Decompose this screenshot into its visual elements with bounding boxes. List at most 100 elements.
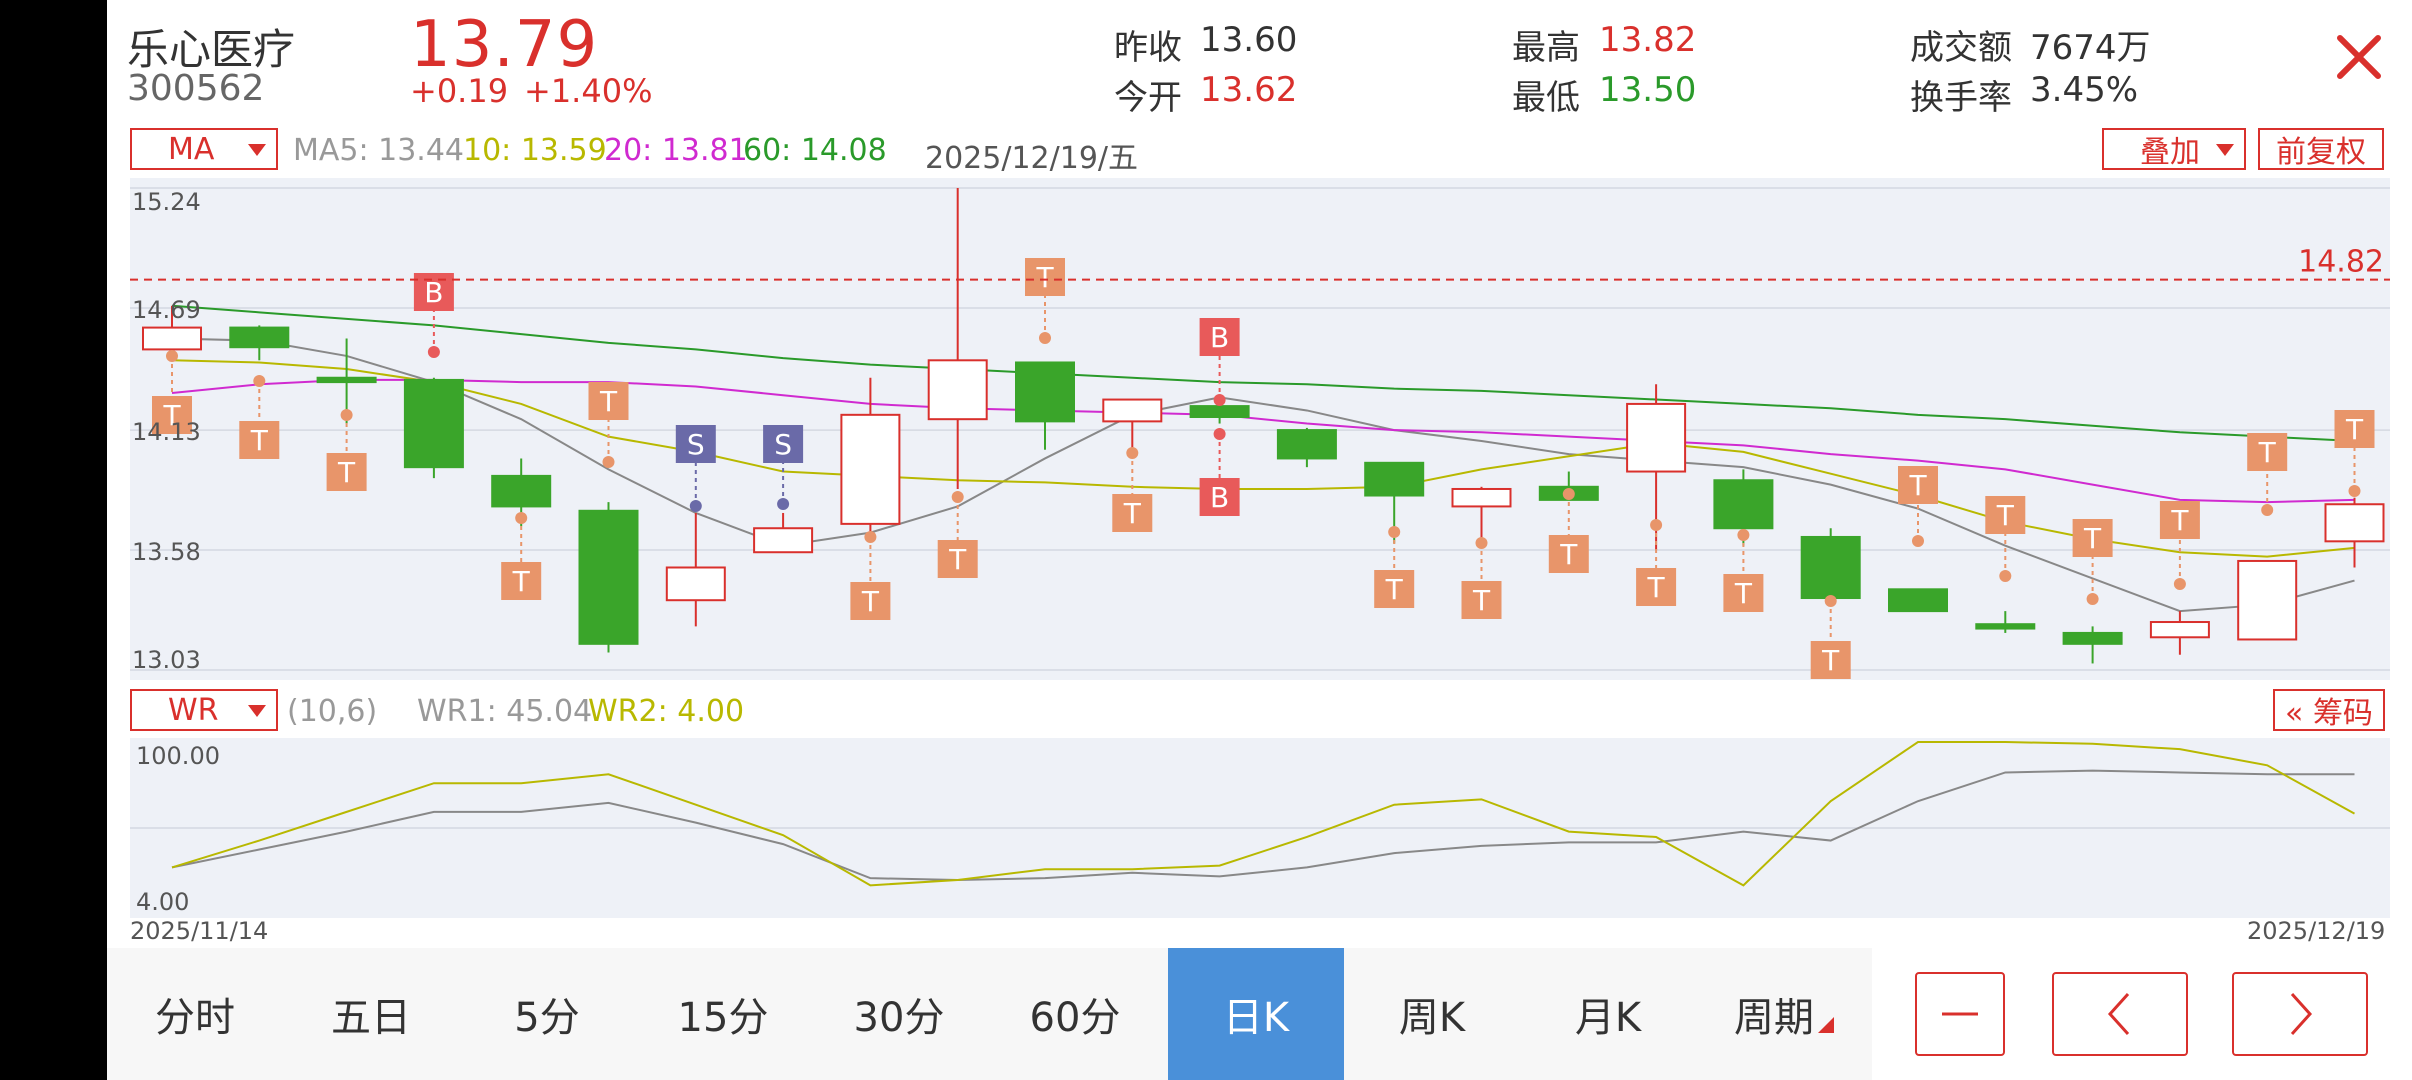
candle-body [1276,429,1337,460]
signal-badge [1636,568,1677,606]
tab-daily[interactable]: 日K [1168,948,1344,1080]
tab-15min[interactable]: 15分 [677,995,769,1041]
signal-t: T [1374,526,1415,608]
candlestick-chart[interactable]: T T T T T T T T T T T T T T T T T T T T T B B B S S 15.24 14.69 14.… [130,178,2390,680]
signal-badge [850,582,891,620]
candle [1276,427,1337,468]
chevron-down-icon [248,144,266,156]
signal-dot [602,456,615,468]
signal-t: T [2072,519,2113,605]
tab-30min[interactable]: 30分 [853,995,945,1041]
signal-dot [166,350,178,362]
tab-period[interactable]: 周期 [1696,948,1872,1080]
tab-five-day[interactable]: 五日 [331,995,411,1041]
signal-t: T [152,350,192,434]
signal-letter: T [599,385,618,418]
adjust-button[interactable]: 前复权 [2258,128,2384,170]
signal-t: T [326,409,367,491]
close-icon[interactable] [2332,30,2386,84]
signal-s: S [675,425,716,512]
tab-60min[interactable]: 60分 [1029,995,1121,1041]
signal-dot [1650,519,1663,531]
signal-badge [413,273,454,311]
sub-indicator-value: WR [168,692,219,728]
wr-y-bottom: 4.00 [136,888,189,916]
price-change: +0.19 [410,72,509,110]
signal-b: B [1199,318,1240,406]
signal-badge [326,453,367,491]
overlay-select[interactable]: 叠加 [2102,128,2246,170]
wr-chart[interactable]: 100.00 4.00 [130,738,2390,918]
signal-letter: T [861,585,880,618]
next-button[interactable] [2232,972,2368,1056]
signal-badge [501,562,542,600]
stock-name: 乐心医疗 [127,25,296,74]
y-tick-label: 14.69 [132,296,201,324]
candle-body [927,359,988,421]
signal-dot [1912,535,1924,547]
candle-body [316,376,377,384]
open-label: 今开 [1114,78,1182,118]
candle [2237,559,2298,641]
main-indicator-select[interactable]: MA [130,128,278,170]
candle-body [1888,588,1948,613]
signal-dot [864,531,877,543]
signal-letter: T [162,399,181,432]
candle-body [753,527,814,554]
candle [2062,626,2123,664]
signal-badge [1112,494,1153,532]
signal-letter: B [424,276,443,309]
signal-letter: T [1472,584,1491,617]
signal-letter: T [2345,413,2364,446]
candle-body [229,326,290,349]
ma5-legend: MA5: 13.44 [293,133,465,168]
sub-indicator-select[interactable]: WR [130,689,278,731]
signal-letter: T [1035,261,1054,294]
chart-background [130,178,2390,680]
current-date: 2025/12/19/五 [925,141,1139,176]
turnover-label: 成交额 [1910,28,2012,68]
signal-b: B [1199,428,1240,516]
signal-t: T [1898,466,1938,547]
signal-badge [1548,535,1589,573]
tab-5min[interactable]: 5分 [514,995,580,1041]
signal-dot [2261,504,2274,516]
signal-letter: B [1210,321,1229,354]
signal-t: T [937,491,978,578]
open-value: 13.62 [1200,70,1298,110]
zoom-out-button[interactable] [1915,972,2005,1056]
tab-weekly[interactable]: 周K [1398,995,1466,1041]
tab-minute[interactable]: 分时 [155,995,235,1041]
signal-t: T [2247,433,2288,516]
chip-button[interactable]: « 筹码 [2273,689,2385,731]
signal-t: T [2334,410,2375,497]
signal-letter: T [1821,644,1840,677]
tab-monthly[interactable]: 月K [1574,995,1642,1041]
high-ref-label: 14.82 [2298,245,2384,280]
candle-body [2324,503,2385,543]
signal-dot [689,500,702,512]
signal-dot [1213,394,1226,406]
signal-letter: S [774,428,792,461]
candle [840,377,901,535]
candle [1888,588,1948,613]
chevron-down-icon [248,705,266,717]
y-tick-label: 14.13 [132,418,201,446]
signal-letter: B [1210,481,1229,514]
y-tick-label: 13.03 [132,646,201,674]
chevron-down-icon [2216,144,2234,156]
signal-t: T [1025,258,1065,344]
low-label: 最低 [1512,78,1580,118]
signal-dot [1126,447,1139,459]
signal-badge [588,382,629,420]
signal-dot [253,375,266,387]
signal-letter: T [1996,499,2015,532]
tab-period-label: 周期 [1734,995,1814,1041]
candle [1800,528,1861,600]
prev-button[interactable] [2052,972,2188,1056]
ma10-legend: 10: 13.59 [463,133,607,168]
signal-badge [763,425,804,463]
chevron-left-icon [2107,992,2130,1036]
candle-body [2237,559,2298,641]
signal-badge [152,396,192,434]
